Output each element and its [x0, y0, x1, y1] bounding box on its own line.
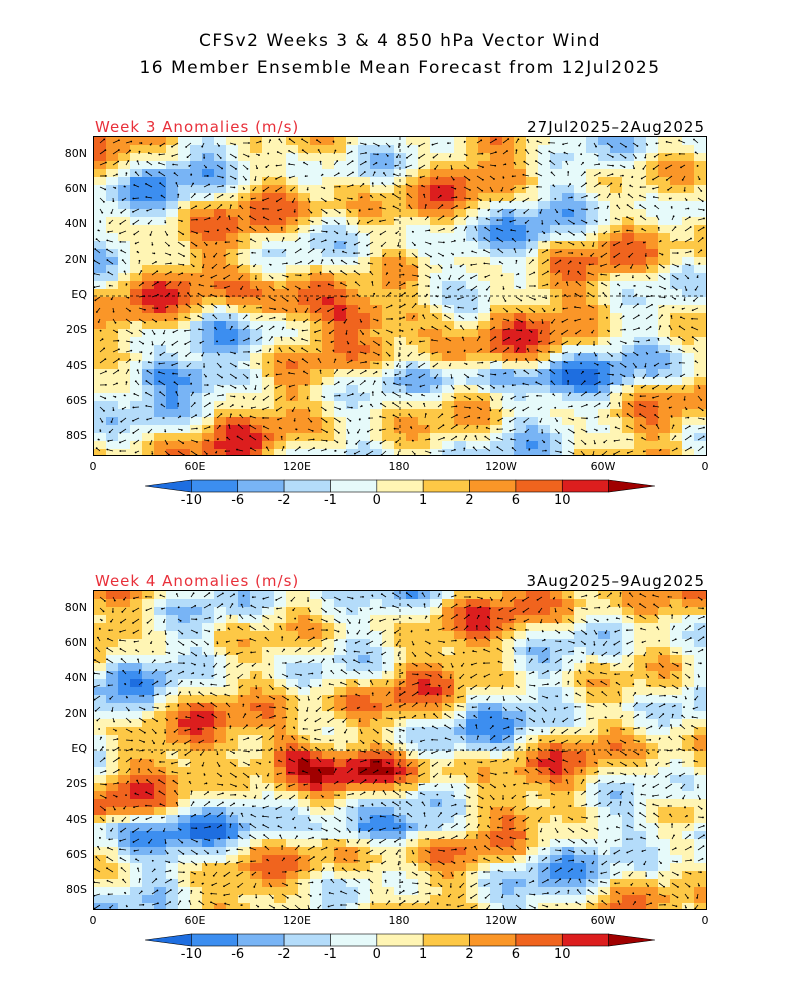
- wind-anomaly-field: [94, 137, 706, 455]
- panel1-dates: 27Jul2025–2Aug2025: [527, 118, 705, 136]
- panel1-map: [93, 136, 707, 456]
- lon-tick-label: 60E: [184, 460, 206, 473]
- lon-tick-label: 120W: [485, 460, 517, 473]
- colorbar-label: 6: [511, 493, 521, 508]
- colorbar-label: 10: [553, 493, 571, 508]
- lon-tick-label: 120E: [283, 460, 311, 473]
- lon-tick-label: 60W: [590, 460, 616, 473]
- colorbar-label: -10: [180, 947, 202, 962]
- colorbar-swatch: [469, 933, 517, 947]
- chart-title-line1: CFSv2 Weeks 3 & 4 850 hPa Vector Wind: [198, 31, 602, 51]
- lat-tick-label: 60S: [66, 848, 87, 861]
- colorbar-swatch: [330, 933, 378, 947]
- lat-tick-label: EQ: [71, 288, 87, 301]
- lon-tick-label: 0: [89, 914, 97, 927]
- colorbar-swatch: [144, 933, 192, 947]
- colorbar-swatch: [561, 479, 609, 493]
- colorbar-swatch: [376, 479, 424, 493]
- lat-tick-label: 20S: [66, 777, 87, 791]
- lat-tick-label: 20N: [64, 252, 87, 266]
- colorbar-swatch: [608, 933, 656, 947]
- lat-tick-label: 80S: [66, 429, 87, 443]
- lon-tick-label: 0: [701, 460, 709, 473]
- colorbar-swatch: [515, 479, 563, 493]
- lon-tick-label: 60W: [590, 914, 616, 927]
- colorbar-label: -2: [277, 947, 291, 962]
- panel2-map: [93, 590, 707, 910]
- colorbar-label: -1: [323, 493, 337, 508]
- colorbar-label: -10: [180, 493, 202, 508]
- colorbar-label: -6: [231, 493, 245, 508]
- panel1-colorbar: -10 -6 -2 -1 0 1 2 6 10: [144, 478, 656, 508]
- colorbar-label: 6: [511, 947, 521, 962]
- colorbar-swatch: [191, 479, 239, 493]
- lat-tick-label: 60N: [64, 182, 87, 195]
- colorbar-label: 1: [419, 947, 428, 962]
- colorbar-label: -1: [323, 947, 337, 962]
- panel2-colorbar: -10 -6 -2 -1 0 1 2 6 10: [144, 932, 656, 962]
- lon-tick-label: 0: [89, 460, 97, 473]
- lat-tick-label: 40S: [66, 358, 87, 372]
- panel2-dates: 3Aug2025–9Aug2025: [526, 572, 705, 590]
- lat-tick-label: 40S: [66, 812, 87, 826]
- colorbar-label: -6: [231, 947, 245, 962]
- colorbar-swatch: [469, 479, 517, 493]
- chart-title-line2: 16 Member Ensemble Mean Forecast from 12…: [139, 58, 661, 78]
- lat-tick-label: 60S: [66, 394, 87, 407]
- lon-tick-label: 120W: [485, 914, 517, 927]
- colorbar-swatch: [422, 933, 470, 947]
- colorbar-label: -2: [277, 493, 291, 508]
- colorbar-swatch: [191, 933, 239, 947]
- colorbar-swatch: [376, 933, 424, 947]
- colorbar-label: 2: [465, 493, 474, 508]
- lat-tick-label: EQ: [71, 742, 87, 755]
- colorbar-swatch: [515, 933, 563, 947]
- lat-tick-label: 20N: [64, 706, 87, 720]
- colorbar-swatch: [144, 479, 192, 493]
- lon-tick-label: 60E: [184, 914, 206, 927]
- panel2-label: Week 4 Anomalies (m/s): [95, 572, 300, 590]
- colorbar-label: 10: [553, 947, 571, 962]
- lon-tick-label: 0: [701, 914, 709, 927]
- colorbar-swatch: [283, 933, 331, 947]
- colorbar-swatch: [422, 479, 470, 493]
- colorbar-swatch: [237, 933, 285, 947]
- lat-tick-label: 40N: [64, 217, 87, 231]
- panel1-label: Week 3 Anomalies (m/s): [95, 118, 300, 136]
- colorbar-swatch: [330, 479, 378, 493]
- colorbar-swatch: [237, 479, 285, 493]
- colorbar-label: 0: [372, 493, 381, 508]
- colorbar-label: 0: [372, 947, 381, 962]
- lat-tick-label: 80N: [64, 146, 87, 160]
- lon-tick-label: 120E: [283, 914, 311, 927]
- colorbar-swatch: [561, 933, 609, 947]
- lat-tick-label: 80N: [64, 600, 87, 614]
- lon-tick-label: 180: [388, 914, 410, 927]
- lon-tick-label: 180: [388, 460, 410, 473]
- wind-anomaly-field: [94, 591, 706, 909]
- colorbar-swatch: [608, 479, 656, 493]
- lat-tick-label: 40N: [64, 671, 87, 685]
- lat-tick-label: 20S: [66, 323, 87, 337]
- lat-tick-label: 60N: [64, 636, 87, 649]
- colorbar-label: 2: [465, 947, 474, 962]
- colorbar-swatch: [283, 479, 331, 493]
- lat-tick-label: 80S: [66, 883, 87, 897]
- colorbar-label: 1: [419, 493, 428, 508]
